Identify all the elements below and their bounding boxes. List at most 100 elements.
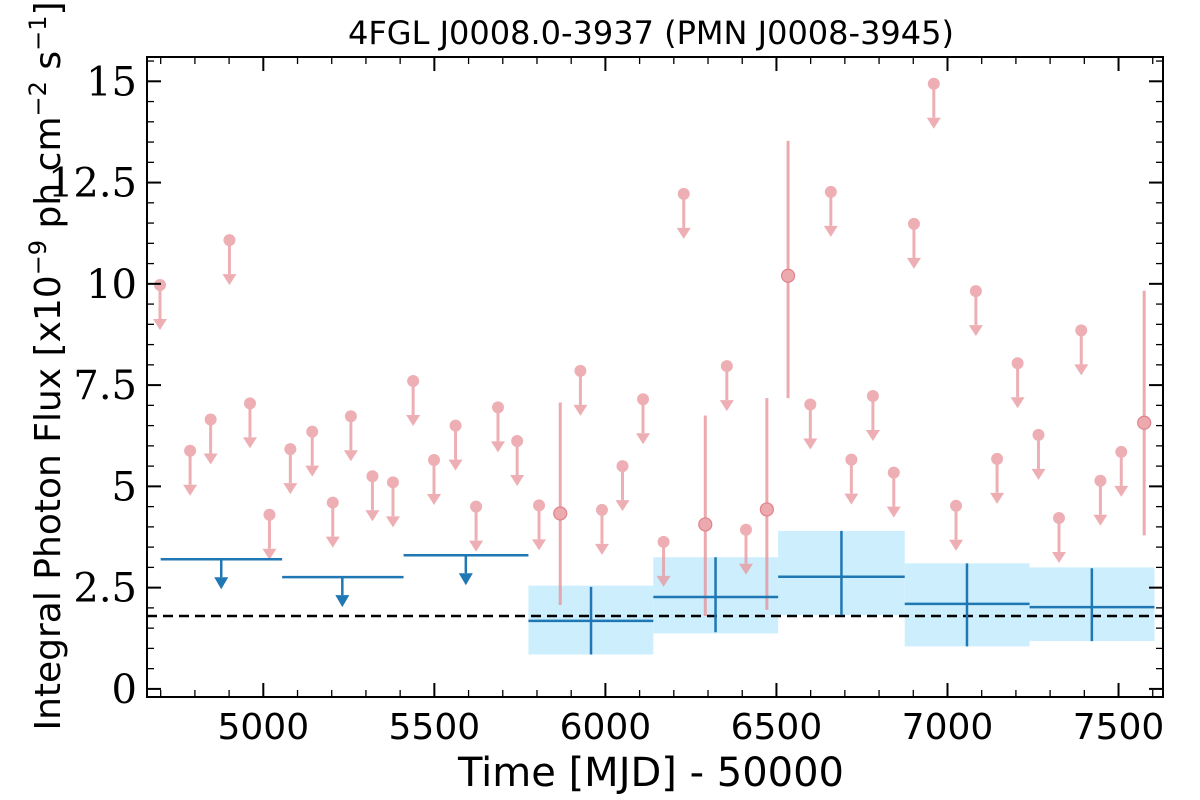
upper-limit-marker [306, 425, 319, 438]
upper-limit-marker [574, 364, 587, 377]
detection-marker [553, 506, 568, 521]
upper-limit-marker [366, 470, 379, 483]
upper-limit-marker [449, 419, 462, 432]
upper-limit-arrowhead [573, 404, 588, 416]
upper-limit-marker [739, 523, 752, 536]
upper-limit-arrowhead [906, 257, 921, 269]
upper-limit-arrowhead [532, 539, 547, 551]
upper-limit-marker [263, 508, 276, 521]
upper-limit-arrowhead [823, 225, 838, 237]
upper-limit-marker [677, 187, 690, 200]
x-tick-label: 6500 [731, 707, 823, 748]
chart-title: 4FGL J0008.0-3937 (PMN J0008-3945) [348, 14, 954, 52]
upper-limit-marker [386, 476, 399, 489]
upper-limit-39 [1031, 428, 1046, 480]
upper-limit-arrowhead [676, 227, 691, 239]
upper-limit-15 [448, 419, 463, 471]
upper-limit-4 [222, 234, 237, 286]
detection-point-3 [759, 398, 774, 610]
long-bin-upper-limit-arrowhead [214, 577, 229, 590]
long-bin-upper-limit-3 [403, 553, 529, 586]
upper-limit-arrowhead [968, 325, 983, 337]
upper-limit-6 [262, 508, 277, 560]
x-tick-label: 7000 [902, 707, 994, 748]
upper-limit-marker [616, 460, 629, 473]
upper-limit-8 [305, 425, 320, 477]
upper-limit-marker [428, 454, 441, 467]
upper-limit-30 [844, 453, 859, 505]
upper-limit-marker [595, 503, 608, 516]
long-bin-upper-limit-2 [282, 575, 404, 608]
upper-limit-arrowhead [152, 319, 167, 331]
long-bin-upper-limit-1 [160, 558, 283, 590]
x-tick-label: 5000 [217, 707, 309, 748]
upper-limit-marker [927, 77, 940, 90]
upper-limit-arrowhead [738, 563, 753, 575]
upper-limit-arrowhead [510, 475, 525, 486]
upper-limit-21 [594, 503, 609, 555]
upper-limit-marker [845, 453, 858, 466]
y-tick-label: 0 [112, 667, 137, 713]
long-bin-upper-limit-arrowhead [458, 573, 473, 586]
upper-limit-arrowhead [1031, 468, 1046, 480]
y-axis-label: Integral Photon Flux [x10−9 ph cm−2 s−1] [24, 1, 69, 730]
upper-limit-arrowhead [283, 483, 298, 495]
upper-limit-2 [183, 444, 198, 496]
upper-limit-arrowhead [990, 492, 1005, 504]
upper-limit-marker [153, 279, 166, 292]
upper-limit-arrowhead [385, 516, 400, 528]
upper-limit-arrowhead [803, 438, 818, 450]
upper-limit-arrowhead [886, 506, 901, 518]
upper-limit-29 [823, 185, 838, 237]
upper-limit-11 [365, 470, 380, 522]
upper-limit-9 [325, 496, 340, 548]
detection-point-1 [553, 402, 568, 606]
upper-limit-27 [738, 523, 753, 575]
upper-limit-arrowhead [448, 459, 463, 471]
upper-limit-marker [950, 499, 963, 512]
upper-limit-26 [719, 360, 734, 412]
upper-limit-31 [865, 390, 880, 442]
upper-limit-marker [720, 360, 733, 373]
detection-point-2 [698, 415, 713, 616]
x-tick-label: 5500 [389, 707, 481, 748]
upper-limit-arrowhead [262, 548, 277, 560]
upper-limit-arrowhead [305, 465, 320, 477]
upper-limit-arrowhead [406, 415, 421, 427]
detection-point-4 [780, 140, 796, 399]
upper-limit-arrowhead [615, 500, 630, 512]
detection-marker [1137, 415, 1152, 430]
upper-limit-3 [203, 413, 218, 465]
upper-limit-arrowhead [1114, 485, 1129, 497]
upper-limit-arrowhead [949, 539, 964, 551]
long-bin-upper-limit-arrowhead [335, 595, 350, 608]
upper-limit-marker [991, 452, 1004, 465]
upper-limit-22 [615, 460, 630, 512]
upper-limit-marker [637, 393, 650, 406]
upper-limit-40 [1052, 511, 1067, 563]
long-bin-detection-2 [653, 557, 779, 633]
upper-limit-arrowhead [1093, 514, 1108, 526]
y-tick-label: 7.5 [73, 363, 137, 409]
upper-limit-17 [490, 401, 505, 453]
upper-limit-arrowhead [365, 510, 380, 522]
x-tick-label: 6000 [560, 707, 652, 748]
plot-area [147, 77, 1163, 655]
upper-limit-10 [343, 410, 358, 462]
upper-limit-arrowhead [325, 536, 340, 548]
upper-limit-7 [283, 443, 298, 495]
upper-limit-marker [204, 413, 217, 426]
upper-limit-marker [657, 535, 670, 548]
upper-limit-1 [152, 279, 167, 331]
upper-limit-marker [804, 398, 817, 411]
upper-limit-5 [242, 397, 257, 449]
y-tick-label: 12.5 [48, 161, 137, 207]
upper-limit-arrowhead [926, 117, 941, 129]
y-tick-label: 5 [112, 464, 137, 510]
upper-limit-13 [406, 375, 421, 427]
upper-limit-35 [949, 499, 964, 551]
upper-limit-20 [573, 364, 588, 416]
upper-limit-arrowhead [1052, 551, 1067, 563]
upper-limit-marker [470, 500, 483, 513]
